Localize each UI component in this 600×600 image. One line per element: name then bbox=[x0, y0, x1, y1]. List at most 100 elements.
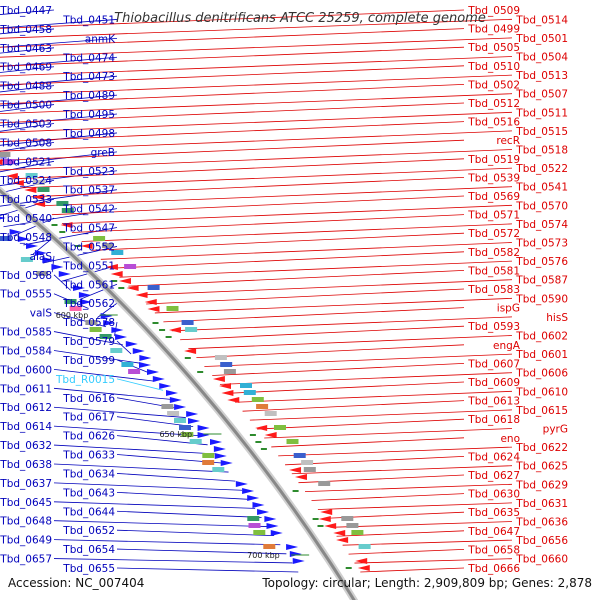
kbp-label: 700 kbp bbox=[247, 551, 280, 560]
forward-gene-arrow bbox=[197, 425, 210, 431]
gene-label: Tbd_0617 bbox=[62, 412, 115, 424]
gene-label: Tbd_0547 bbox=[62, 223, 115, 235]
forward-gene-arrow bbox=[264, 516, 277, 522]
forward-gene-arrow bbox=[209, 439, 222, 445]
forward-gene-arrow bbox=[152, 376, 165, 382]
gene-label: Tbd_0612 bbox=[0, 402, 52, 414]
cog-category-block bbox=[32, 180, 45, 185]
label-connector-line bbox=[110, 251, 465, 269]
gene-label: Tbd_0489 bbox=[62, 90, 115, 102]
gene-label: Tbd_0654 bbox=[62, 544, 115, 556]
cog-category-block bbox=[3, 159, 16, 164]
forward-gene-arrow bbox=[214, 453, 227, 459]
forward-gene-arrow bbox=[78, 292, 91, 298]
reverse-gene-labels: Tbd_0509Tbd_0514Tbd_0499Tbd_0501Tbd_0505… bbox=[467, 5, 568, 575]
cog-category-block bbox=[161, 404, 174, 409]
cog-category-block bbox=[147, 285, 160, 290]
tick-mark bbox=[51, 224, 58, 226]
gene-label: Tbd_0627 bbox=[467, 470, 520, 482]
label-connector-line bbox=[305, 483, 513, 492]
label-connector-line bbox=[116, 510, 262, 518]
gene-label: ispG bbox=[497, 303, 520, 315]
gene-label: Tbd_0469 bbox=[0, 62, 52, 74]
tick-mark bbox=[152, 322, 159, 324]
kbp-label: 650 kbp bbox=[159, 430, 192, 439]
forward-gene-labels: Tbd_0447 Tbd_0451 Tbd_0458 anmK Tbd_0463 Tbd_… bbox=[0, 5, 116, 575]
gene-label: Tbd_0649 bbox=[0, 535, 52, 547]
forward-gene-arrow bbox=[197, 432, 210, 438]
label-connector-line bbox=[249, 409, 513, 421]
gene-label: Tbd_0541 bbox=[515, 182, 568, 194]
label-connector-line bbox=[0, 9, 55, 15]
gene-label: Tbd_0625 bbox=[515, 461, 568, 473]
forward-gene-arrow bbox=[138, 362, 151, 368]
gene-label: Tbd_0583 bbox=[467, 284, 520, 296]
label-connector-line bbox=[31, 177, 465, 198]
cog-category-block bbox=[110, 348, 123, 353]
label-connector-line bbox=[0, 74, 513, 96]
reverse-gene-arrow bbox=[33, 201, 46, 207]
cog-category-block bbox=[318, 481, 331, 486]
reverse-gene-arrow bbox=[324, 523, 337, 529]
gene-label: Tbd_0552 bbox=[62, 241, 115, 253]
reverse-gene-arrow bbox=[255, 425, 268, 431]
label-connector-line bbox=[0, 66, 55, 73]
cog-category-block bbox=[64, 299, 77, 304]
label-connector-line bbox=[53, 406, 186, 418]
label-connectors bbox=[0, 9, 513, 573]
cog-category-block bbox=[202, 453, 215, 458]
gene-label: Tbd_0600 bbox=[0, 364, 52, 376]
forward-gene-arrow bbox=[125, 341, 138, 347]
gene-label: eno bbox=[500, 433, 520, 445]
reverse-gene-arrow bbox=[0, 159, 3, 165]
gene-label: Tbd_0568 bbox=[0, 270, 52, 282]
reverse-gene-arrow bbox=[320, 509, 333, 515]
gene-label: Tbd_0601 bbox=[515, 349, 568, 361]
cog-category-block bbox=[174, 418, 186, 423]
label-connector-line bbox=[53, 463, 229, 473]
forward-gene-arrow bbox=[242, 488, 255, 494]
label-connector-line bbox=[116, 529, 275, 537]
cog-category-block bbox=[101, 243, 114, 248]
label-connector-line bbox=[116, 416, 194, 428]
cog-category-block bbox=[240, 383, 252, 388]
label-connector-line bbox=[0, 28, 55, 35]
gene-label: Tbd_0495 bbox=[62, 109, 115, 121]
forward-gene-arrow bbox=[9, 229, 22, 235]
forward-gene-arrow bbox=[17, 236, 30, 242]
label-connector-line bbox=[278, 446, 513, 457]
label-connector-line bbox=[137, 279, 513, 296]
gene-label: Tbd_0626 bbox=[62, 431, 115, 443]
gene-label: Tbd_0572 bbox=[467, 228, 520, 240]
gene-label: Tbd_0630 bbox=[467, 489, 520, 501]
gene-label: Tbd_0473 bbox=[62, 71, 115, 83]
label-connector-line bbox=[146, 288, 465, 305]
label-connector-line bbox=[196, 344, 465, 358]
gene-label: Tbd_0569 bbox=[467, 191, 520, 203]
forward-gene-arrow bbox=[292, 558, 305, 564]
cog-category-block bbox=[274, 425, 286, 430]
reverse-gene-arrow bbox=[294, 474, 307, 480]
label-connector-line bbox=[354, 558, 513, 564]
label-connector-line bbox=[0, 37, 513, 58]
gene-label: Tbd_0587 bbox=[515, 275, 568, 287]
label-connector-line bbox=[0, 56, 513, 77]
label-connector-line bbox=[0, 123, 55, 132]
gene-label: Tbd_0629 bbox=[515, 479, 568, 491]
gene-label: Tbd_0660 bbox=[515, 554, 568, 566]
gene-label: recR bbox=[496, 135, 520, 147]
gene-label: Tbd_0537 bbox=[62, 185, 115, 197]
label-connector-line bbox=[342, 539, 513, 546]
gene-label: Tbd_0551 bbox=[62, 260, 115, 272]
cog-category-block bbox=[121, 362, 134, 367]
label-connector-line bbox=[330, 521, 513, 528]
tick-mark bbox=[249, 434, 256, 436]
label-connector-line bbox=[23, 227, 118, 246]
gene-label: Tbd_0499 bbox=[467, 24, 520, 36]
gene-label: Tbd_0613 bbox=[467, 396, 520, 408]
tick-mark bbox=[260, 448, 267, 450]
map-title: Thiobacillus denitrificans ATCC 25259, c… bbox=[114, 11, 486, 26]
backbone-shadow bbox=[0, 186, 359, 600]
cog-category-block bbox=[61, 208, 74, 213]
